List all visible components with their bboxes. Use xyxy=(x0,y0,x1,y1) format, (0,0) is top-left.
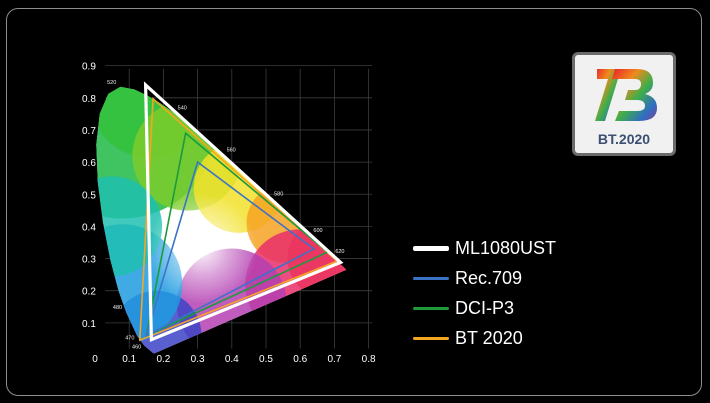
wavelength-label: 560 xyxy=(227,147,236,153)
legend-swatch xyxy=(413,276,449,280)
legend-item-ml1080ust: ML1080UST xyxy=(413,236,556,260)
gamut-rec-709 xyxy=(145,160,316,338)
wavelength-label: 620 xyxy=(335,249,344,255)
locus-color-blob xyxy=(96,176,163,277)
wavelength-label: 540 xyxy=(178,106,187,112)
x-tick-label: 0.8 xyxy=(362,354,376,365)
y-tick-label: 0.7 xyxy=(82,126,96,137)
y-tick-label: 0.2 xyxy=(82,287,96,298)
x-tick-label: 0.7 xyxy=(327,354,341,365)
wavelength-label: 460 xyxy=(132,344,141,350)
x-tick-label: 0.1 xyxy=(122,354,136,365)
legend-label: Rec.709 xyxy=(455,267,523,288)
x-tick-label: 0.2 xyxy=(156,354,170,365)
wavelength-label: 470 xyxy=(125,335,134,341)
legend-item-dci-p3: DCI-P3 xyxy=(413,296,556,320)
y-tick-label: 0.3 xyxy=(82,255,96,266)
legend-label: DCI-P3 xyxy=(455,297,515,318)
x-tick-label: 0.3 xyxy=(191,354,205,365)
wavelength-label: 600 xyxy=(313,228,322,234)
x-tick-label: 0.5 xyxy=(259,354,273,365)
bt2020-logo-icon xyxy=(595,69,657,121)
legend-item-rec709: Rec.709 xyxy=(413,266,556,290)
legend-label: ML1080UST xyxy=(455,237,557,258)
x-tick-label: 0.6 xyxy=(293,354,307,365)
y-tick-label: 0.5 xyxy=(82,190,96,201)
y-tick-label: 0.9 xyxy=(82,62,96,73)
legend-label: BT 2020 xyxy=(455,327,523,348)
x-tick-label: 0.4 xyxy=(225,354,239,365)
gamut-dci-p3 xyxy=(145,131,330,338)
gamut-bt-2020 xyxy=(138,97,339,342)
wavelength-label: 520 xyxy=(107,80,116,86)
legend-swatch xyxy=(413,245,449,251)
badge-text: BT.2020 xyxy=(597,131,651,147)
y-tick-label: 0.4 xyxy=(82,222,96,233)
white-point-glow xyxy=(147,193,258,304)
legend-swatch xyxy=(413,336,449,340)
legend-swatch xyxy=(413,306,449,310)
y-tick-label: 0.6 xyxy=(82,158,96,169)
legend-item-bt2020: BT 2020 xyxy=(413,326,556,350)
legend: ML1080UST Rec.709 DCI-P3 BT 2020 xyxy=(413,236,556,356)
y-tick-label: 0.8 xyxy=(82,94,96,105)
bt2020-badge: BT.2020 xyxy=(572,52,676,156)
y-tick-label: 0.1 xyxy=(82,319,96,330)
gamut-ml1080ust xyxy=(143,81,344,342)
wavelength-label: 480 xyxy=(113,305,122,311)
x-tick-label: 0 xyxy=(92,354,98,365)
wavelength-label: 580 xyxy=(274,191,283,197)
